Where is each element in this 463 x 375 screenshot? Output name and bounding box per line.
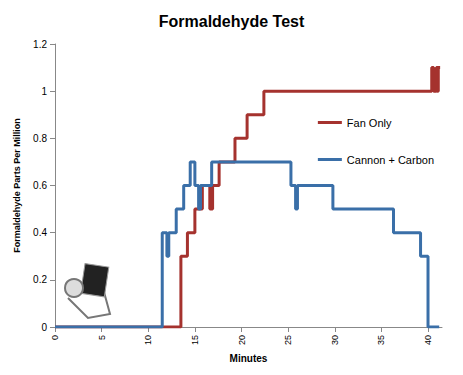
svg-text:15: 15 xyxy=(190,335,200,345)
svg-text:0: 0 xyxy=(41,322,47,333)
svg-text:Formaldehyde Test: Formaldehyde Test xyxy=(159,13,305,30)
svg-text:Minutes: Minutes xyxy=(230,353,268,364)
svg-text:5: 5 xyxy=(97,335,107,340)
svg-text:0.8: 0.8 xyxy=(33,133,47,144)
svg-text:25: 25 xyxy=(283,335,293,345)
svg-text:0.2: 0.2 xyxy=(33,274,47,285)
svg-text:0.6: 0.6 xyxy=(33,180,47,191)
svg-text:Fan Only: Fan Only xyxy=(347,117,392,129)
svg-text:35: 35 xyxy=(376,335,386,345)
svg-text:Cannon + Carbon: Cannon + Carbon xyxy=(347,154,434,166)
svg-text:1.2: 1.2 xyxy=(33,39,47,50)
svg-text:10: 10 xyxy=(143,335,153,345)
svg-text:30: 30 xyxy=(330,335,340,345)
svg-text:Formaldehyde Parts Per Million: Formaldehyde Parts Per Million xyxy=(12,118,22,253)
svg-text:20: 20 xyxy=(237,335,247,345)
svg-text:40: 40 xyxy=(423,335,433,345)
svg-text:0.4: 0.4 xyxy=(33,227,47,238)
svg-text:0: 0 xyxy=(50,335,60,340)
svg-text:1: 1 xyxy=(41,86,47,97)
